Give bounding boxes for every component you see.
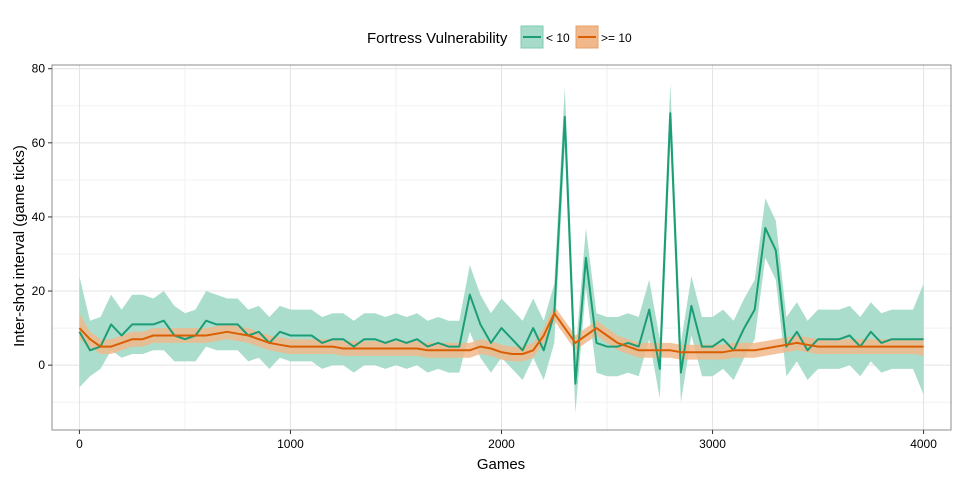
legend: Fortress Vulnerability < 10 >= 10 — [367, 25, 632, 49]
x-tick-label: 3000 — [699, 437, 726, 451]
y-tick-label: 80 — [32, 62, 46, 76]
y-tick-label: 60 — [32, 136, 46, 150]
grid — [52, 65, 951, 430]
x-axis-title: Games — [477, 456, 525, 473]
y-tick-label: 40 — [32, 210, 46, 224]
x-tick-label: 2000 — [488, 437, 515, 451]
legend-label-gte10: >= 10 — [601, 31, 632, 45]
y-axis: 0 20 40 60 80 — [32, 62, 52, 372]
legend-title: Fortress Vulnerability — [367, 30, 508, 47]
y-tick-label: 20 — [32, 284, 46, 298]
legend-label-lt10: < 10 — [546, 31, 570, 45]
x-tick-label: 4000 — [910, 437, 937, 451]
confidence-band-lt10 — [79, 83, 924, 414]
x-axis: 0 1000 2000 3000 4000 — [76, 430, 937, 451]
y-tick-label: 0 — [38, 358, 45, 372]
x-tick-label: 0 — [76, 437, 83, 451]
series-line-gte10 — [78, 312, 924, 355]
legend-item-gte10: >= 10 — [575, 25, 632, 49]
series-line-lt10 — [78, 112, 924, 385]
x-tick-label: 1000 — [277, 437, 304, 451]
series-lines — [78, 112, 924, 385]
legend-item-lt10: < 10 — [520, 25, 570, 49]
y-axis-title: Inter-shot interval (game ticks) — [11, 145, 28, 347]
